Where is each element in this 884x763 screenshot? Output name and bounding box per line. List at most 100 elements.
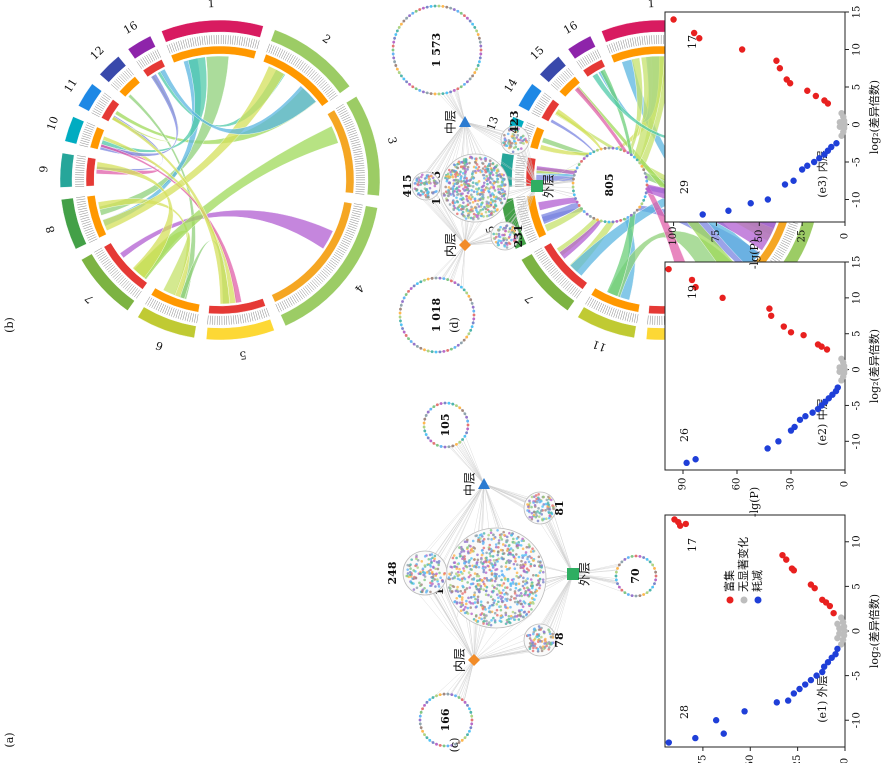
network-node	[473, 160, 477, 164]
network-node	[423, 571, 426, 575]
network-node	[509, 617, 513, 620]
chord-inner-ring	[543, 242, 588, 290]
network-node	[511, 226, 515, 229]
chord-outer-ring	[78, 83, 103, 112]
network-ring-node	[458, 406, 462, 410]
network-edge	[525, 146, 538, 187]
network-ring-node	[638, 205, 642, 209]
network-node	[487, 210, 491, 213]
chord-tick	[532, 110, 541, 116]
network-node	[475, 560, 479, 564]
chord-tick	[150, 52, 156, 61]
chord-outer-ring	[99, 56, 127, 83]
chord-sector-label: 8	[43, 224, 57, 234]
chord-tick	[351, 143, 361, 147]
network-node	[513, 229, 516, 233]
chord-tick	[320, 81, 328, 89]
network-node	[471, 181, 475, 184]
network-node	[537, 640, 540, 644]
chord-tick	[313, 278, 320, 286]
network-node	[471, 172, 474, 176]
network-node	[500, 578, 503, 582]
network-node	[503, 244, 506, 248]
network-node	[511, 610, 515, 614]
chord-tick	[524, 126, 534, 131]
network-ring-node	[645, 557, 649, 561]
network-node	[502, 552, 506, 555]
network-node	[494, 576, 498, 580]
volcano-point	[787, 329, 795, 336]
chord-tick	[314, 277, 322, 284]
network-node	[445, 199, 449, 202]
chord-tick	[782, 238, 792, 243]
chord-tick	[237, 314, 240, 324]
network-node	[511, 616, 515, 619]
network-node	[412, 569, 416, 572]
network-node	[542, 503, 546, 506]
chord-tick	[252, 39, 255, 48]
volcano-annotation: 26	[678, 428, 691, 442]
network-node	[527, 588, 531, 592]
network-node	[496, 546, 500, 549]
network-node	[483, 584, 487, 588]
network-node	[474, 166, 478, 169]
network-node	[493, 619, 497, 622]
network-cluster-count: 415	[401, 175, 414, 198]
network-ring-node	[392, 56, 396, 60]
network-edge	[415, 483, 485, 563]
network-ring-node	[468, 77, 472, 81]
network-node	[446, 172, 450, 176]
network-node	[514, 559, 517, 563]
chord-tick	[81, 135, 91, 139]
network-node	[493, 599, 497, 602]
network-node	[507, 241, 511, 245]
network-node	[515, 553, 518, 556]
chord-tick	[87, 234, 96, 239]
chord-tick	[587, 297, 593, 306]
network-ring-node	[395, 67, 399, 71]
network-node	[506, 549, 509, 552]
network-ring-node	[391, 44, 395, 48]
network-node	[435, 560, 439, 564]
network-node	[516, 544, 520, 547]
volcano-point	[775, 438, 782, 445]
chord-tick	[345, 231, 355, 236]
network-node	[540, 649, 544, 653]
chord-tick	[294, 58, 300, 67]
chord-tick	[783, 236, 793, 241]
chord-tick	[525, 230, 534, 234]
network-node	[416, 192, 420, 196]
chord-inner-ring	[101, 99, 120, 122]
network-node	[426, 191, 429, 195]
network-node	[430, 174, 433, 178]
network-ring-node	[572, 173, 576, 177]
volcano-point	[786, 80, 794, 87]
network-node	[482, 176, 486, 180]
network-node	[466, 191, 470, 195]
chord-sector-label: 7	[522, 292, 536, 306]
network-ring-node	[463, 412, 467, 416]
network-ring-node	[470, 325, 474, 329]
chord-tick	[355, 169, 365, 172]
network-node	[421, 567, 425, 571]
chord-tick	[274, 47, 279, 56]
network-edge	[454, 438, 485, 485]
volcano-ytick-label: 50	[745, 755, 756, 763]
network-node	[498, 584, 502, 587]
network-ring-node	[630, 554, 634, 558]
chord-tick	[319, 272, 327, 279]
chord-tick	[166, 306, 171, 315]
volcano-point	[776, 65, 784, 72]
network-node	[520, 566, 523, 569]
chord-tick	[562, 280, 570, 289]
chord-tick	[537, 102, 546, 108]
network-node	[505, 246, 509, 249]
chord-tick	[117, 276, 125, 284]
chord-tick	[204, 35, 206, 45]
network-ring-node	[423, 417, 427, 421]
chord-tick	[353, 207, 362, 211]
network-ring-node	[617, 563, 621, 567]
network-node	[539, 561, 542, 564]
network-node	[479, 203, 483, 206]
network-node	[497, 600, 500, 604]
